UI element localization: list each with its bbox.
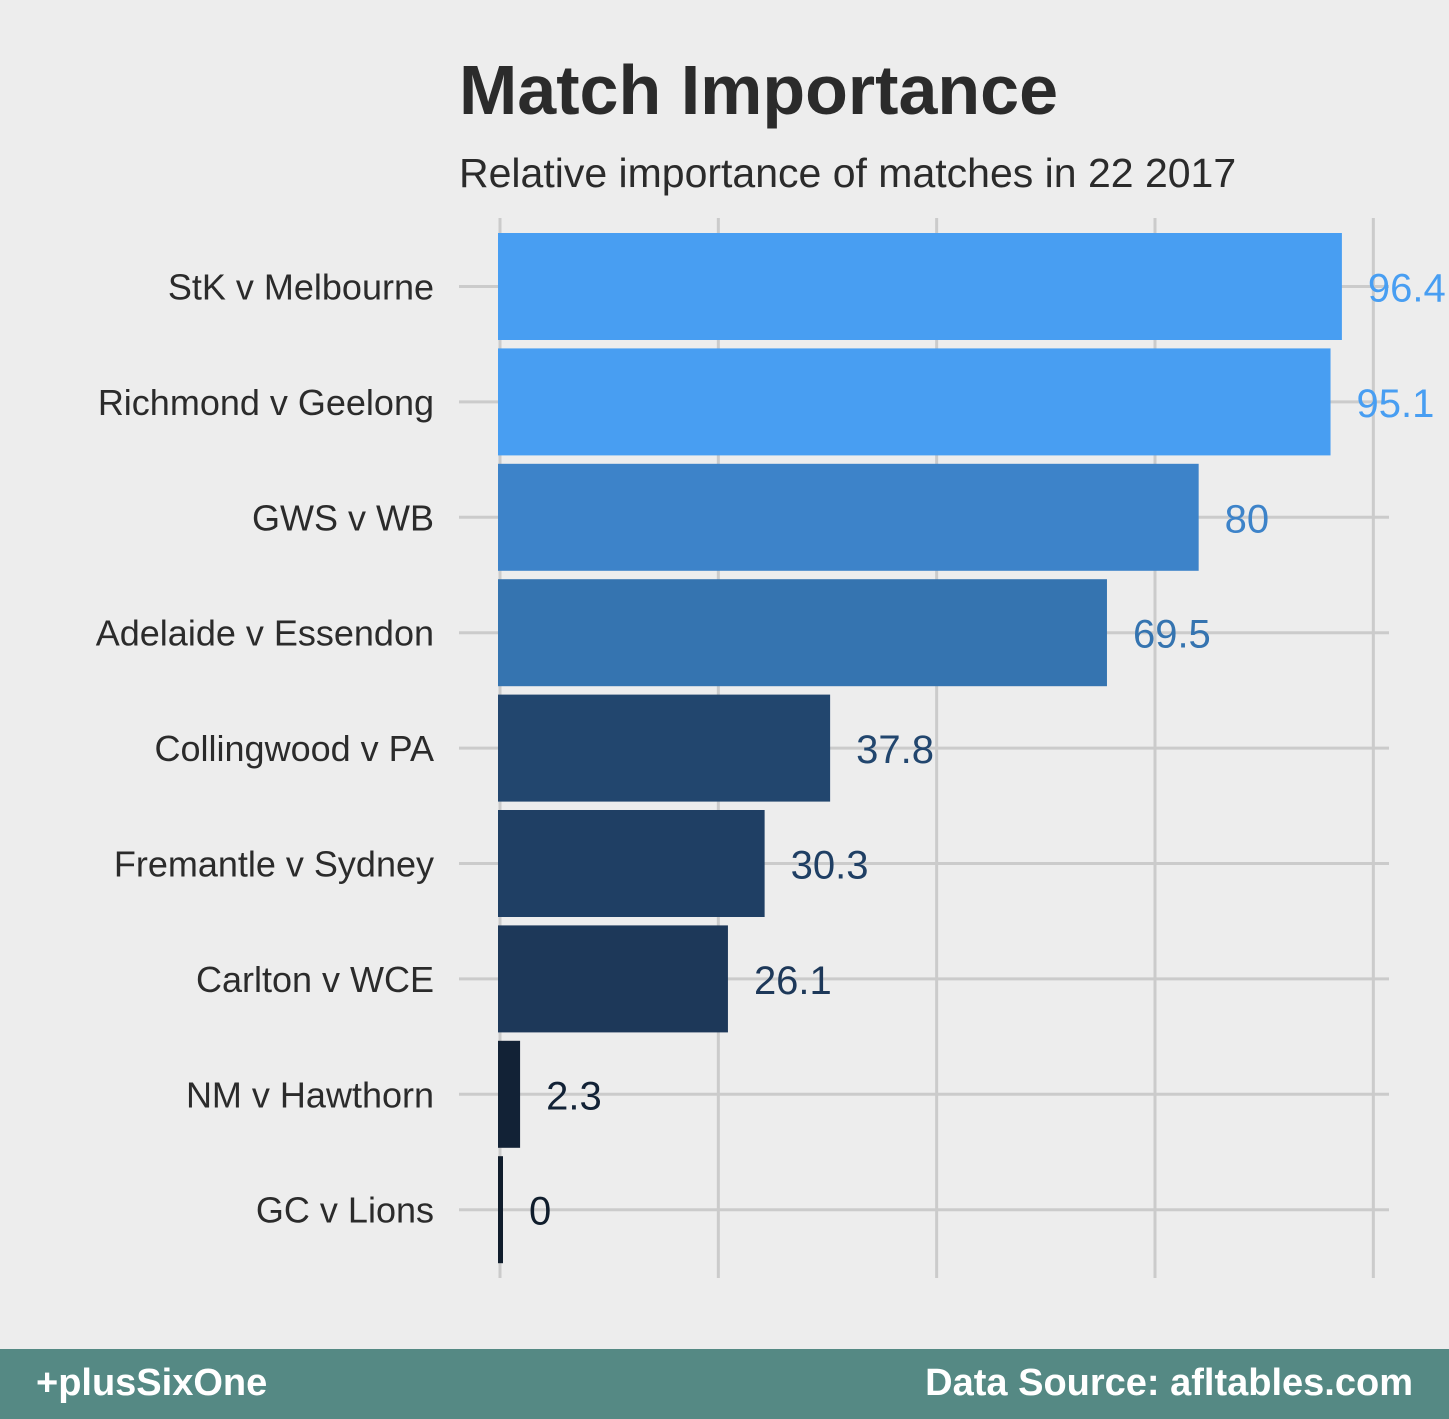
labels: StK v Melbourne 96.4 Richmond v Geelong 95.…	[96, 267, 1446, 1234]
category-label-4: Collingwood v PA	[155, 728, 434, 769]
chart-title: Match Importance	[459, 51, 1058, 129]
bar-1	[498, 348, 1331, 456]
category-label-7: NM v Hawthorn	[186, 1074, 434, 1115]
value-label-2: 80	[1225, 497, 1270, 541]
category-label-3: Adelaide v Essendon	[96, 613, 434, 654]
category-label-6: Carlton v WCE	[196, 959, 434, 1000]
bar-chart: StK v Melbourne 96.4 Richmond v Geelong 95.…	[96, 218, 1446, 1278]
value-label-6: 26.1	[754, 959, 832, 1003]
value-label-7: 2.3	[546, 1074, 602, 1118]
footer-source: Data Source: afltables.com	[925, 1362, 1413, 1404]
value-label-1: 95.1	[1357, 382, 1435, 426]
bar-7	[498, 1040, 521, 1148]
footer-brand: +plusSixOne	[36, 1362, 268, 1404]
chart-subtitle: Relative importance of matches in 22 201…	[459, 150, 1237, 196]
bar-6	[498, 925, 728, 1033]
category-label-5: Fremantle v Sydney	[114, 844, 434, 885]
category-label-2: GWS v WB	[252, 497, 434, 538]
value-label-0: 96.4	[1368, 267, 1446, 311]
bar-3	[498, 579, 1107, 687]
bars	[498, 233, 1342, 1264]
bar-2	[498, 463, 1199, 571]
bar-0	[498, 233, 1342, 340]
bar-8	[498, 1156, 503, 1264]
bar-4	[498, 694, 831, 802]
value-label-3: 69.5	[1133, 613, 1211, 657]
value-label-8: 0	[529, 1190, 551, 1234]
value-label-5: 30.3	[791, 844, 869, 888]
value-label-4: 37.8	[856, 728, 934, 772]
category-label-1: Richmond v Geelong	[98, 382, 434, 423]
footer-bar: +plusSixOne Data Source: afltables.com	[0, 1349, 1449, 1419]
category-label-8: GC v Lions	[256, 1190, 434, 1231]
category-label-0: StK v Melbourne	[168, 267, 434, 308]
bar-5	[498, 810, 765, 917]
